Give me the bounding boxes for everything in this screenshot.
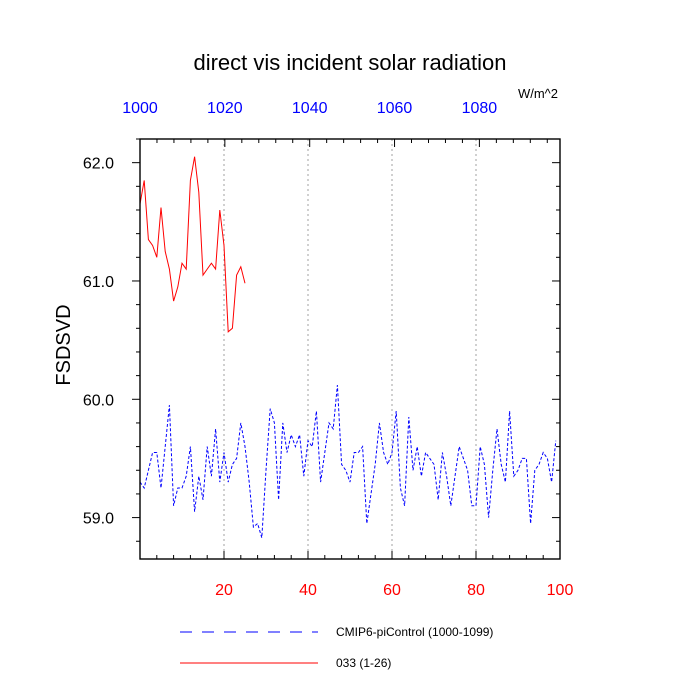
units-label: W/m^2 bbox=[518, 86, 558, 101]
y-axis-label: FSDSVD bbox=[53, 304, 75, 385]
y-tick-label: 59.0 bbox=[83, 511, 114, 528]
top-tick-label: 1000 bbox=[122, 100, 158, 117]
legend: CMIP6-piControl (1000-1099) 033 (1-26) bbox=[180, 625, 493, 670]
x-tick-label: 60 bbox=[383, 582, 401, 599]
y-tick-label: 61.0 bbox=[83, 274, 114, 291]
top-tick-label: 1060 bbox=[377, 100, 413, 117]
series-line-2 bbox=[139, 156, 246, 333]
x-tick-label: 40 bbox=[299, 582, 317, 599]
top-tick-label: 1020 bbox=[207, 100, 243, 117]
series-line-1 bbox=[139, 385, 557, 538]
plot-frame bbox=[139, 138, 561, 560]
axis-ticks bbox=[132, 138, 561, 559]
chart-title: direct vis incident solar radiation bbox=[193, 50, 506, 75]
top-tick-label: 1080 bbox=[462, 100, 498, 117]
legend-label-1: CMIP6-piControl (1000-1099) bbox=[336, 625, 493, 639]
series-layer bbox=[139, 156, 557, 538]
gridlines bbox=[223, 139, 477, 559]
axis-tick-labels: 20 40 60 80 100 1000 1020 1040 1060 1080 59.0 60.0 6… bbox=[83, 100, 574, 599]
x-tick-label: 80 bbox=[467, 582, 485, 599]
top-tick-label: 1040 bbox=[292, 100, 328, 117]
x-tick-label: 100 bbox=[547, 582, 574, 599]
legend-label-2: 033 (1-26) bbox=[336, 656, 391, 670]
x-tick-label: 20 bbox=[215, 582, 233, 599]
y-tick-label: 62.0 bbox=[83, 156, 114, 173]
y-tick-label: 60.0 bbox=[83, 392, 114, 409]
